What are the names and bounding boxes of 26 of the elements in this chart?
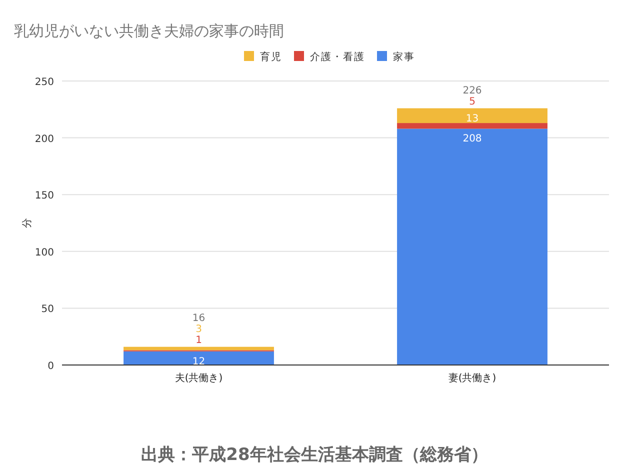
y-tick-label: 150: [34, 190, 54, 202]
data-label: 1: [196, 334, 202, 346]
x-tick-label: 妻(共働き): [448, 372, 496, 384]
x-tick-label: 夫(共働き): [174, 372, 223, 384]
y-tick-label: 50: [41, 304, 54, 316]
bar: [397, 123, 548, 129]
bar: [397, 108, 548, 124]
y-axis-title: 分: [21, 218, 33, 228]
data-label: 3: [196, 324, 202, 335]
bar: [124, 351, 274, 365]
legend-label: 家事: [393, 51, 415, 63]
y-tick-label: 0: [48, 361, 54, 372]
y-tick-label: 250: [34, 77, 54, 88]
total-label: 226: [462, 85, 482, 96]
bar: [397, 128, 548, 365]
source-note: 出典：平成28年社会生活基本調査（総務省）: [141, 445, 488, 465]
legend-label: 育児: [260, 51, 282, 63]
data-label: 13: [466, 113, 479, 124]
y-tick-label: 200: [34, 134, 54, 145]
chart-title: 乳幼児がいない共働き夫婦の家事の時間: [14, 22, 284, 40]
legend-label: 介護・看護: [310, 51, 365, 63]
y-tick-label: 100: [34, 247, 54, 258]
total-label: 16: [192, 312, 206, 324]
data-label: 208: [462, 134, 482, 145]
data-label: 5: [469, 96, 476, 108]
data-label: 12: [192, 356, 206, 368]
